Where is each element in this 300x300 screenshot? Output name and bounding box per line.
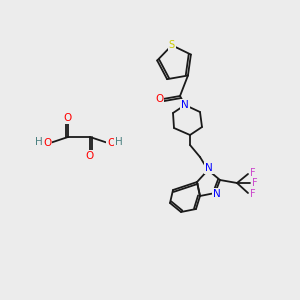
Text: O: O <box>64 113 72 123</box>
Text: O: O <box>43 138 51 148</box>
Text: H: H <box>35 137 43 147</box>
Text: S: S <box>169 40 175 50</box>
Text: O: O <box>155 94 163 104</box>
Text: F: F <box>252 178 258 188</box>
Text: F: F <box>250 189 256 199</box>
Text: N: N <box>213 189 221 199</box>
Text: N: N <box>205 163 213 173</box>
Text: O: O <box>86 151 94 161</box>
Text: O: O <box>107 138 115 148</box>
Text: F: F <box>250 168 256 178</box>
Text: N: N <box>181 100 189 110</box>
Text: H: H <box>115 137 123 147</box>
